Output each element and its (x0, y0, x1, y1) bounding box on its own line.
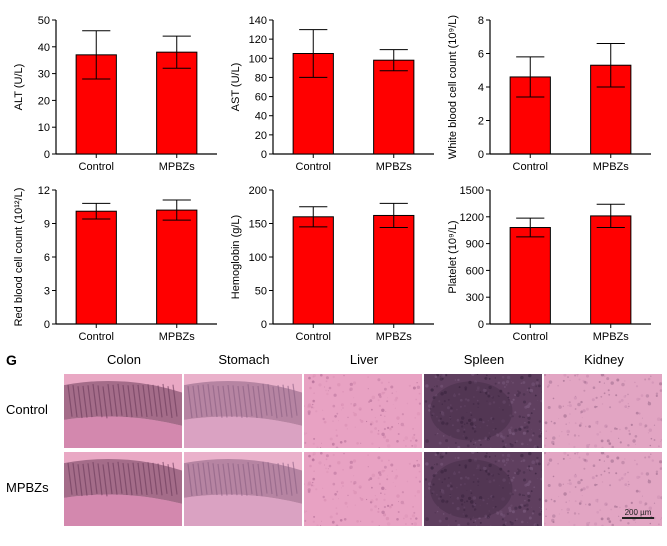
svg-text:100: 100 (249, 252, 267, 264)
histology-col-header: Kidney (544, 352, 664, 367)
svg-text:Control: Control (513, 161, 548, 173)
svg-text:Hemoglobin (g/L): Hemoglobin (g/L) (230, 215, 242, 299)
histology-col-header: Spleen (424, 352, 544, 367)
histology-image (184, 452, 302, 526)
svg-text:0: 0 (44, 319, 50, 331)
svg-text:Platelet (10⁹/L): Platelet (10⁹/L) (447, 220, 459, 293)
histology-image (544, 374, 662, 448)
svg-text:1200: 1200 (460, 212, 484, 224)
svg-text:1500: 1500 (460, 185, 484, 197)
svg-text:10: 10 (38, 122, 50, 134)
histology-row-label: MPBZs (6, 480, 60, 495)
histology-col-header: Liver (304, 352, 424, 367)
svg-text:Control: Control (296, 331, 331, 343)
svg-text:600: 600 (466, 265, 484, 277)
svg-text:ALT (U/L): ALT (U/L) (13, 64, 25, 111)
svg-text:MPBZs: MPBZs (593, 331, 630, 343)
chart-panel-c: C02468White blood cell count (10⁹/L)Cont… (442, 6, 659, 176)
svg-text:Control: Control (513, 331, 548, 343)
svg-text:MPBZs: MPBZs (376, 331, 413, 343)
svg-text:50: 50 (38, 15, 50, 27)
svg-text:12: 12 (38, 185, 50, 197)
svg-text:0: 0 (478, 319, 484, 331)
svg-text:MPBZs: MPBZs (159, 331, 196, 343)
svg-text:8: 8 (478, 15, 484, 27)
svg-text:White blood cell count (10⁹/L): White blood cell count (10⁹/L) (447, 15, 459, 159)
svg-text:120: 120 (249, 34, 267, 46)
histology-row: 200 µm (64, 452, 662, 526)
histology-image (64, 374, 182, 448)
svg-text:150: 150 (249, 219, 267, 231)
svg-text:20: 20 (255, 130, 267, 142)
svg-text:0: 0 (478, 149, 484, 161)
bar-charts-grid: A01020304050ALT (U/L)ControlMPBZsB020406… (8, 6, 659, 346)
svg-text:MPBZs: MPBZs (593, 161, 630, 173)
histology-col-headers: ColonStomachLiverSpleenKidney (64, 352, 664, 367)
svg-text:0: 0 (261, 149, 267, 161)
chart-row: D036912Red blood cell count (10¹²/L)Cont… (8, 176, 659, 346)
panel-g-label: G (6, 352, 17, 368)
svg-text:MPBZs: MPBZs (159, 161, 196, 173)
svg-text:20: 20 (38, 95, 50, 107)
chart-row: A01020304050ALT (U/L)ControlMPBZsB020406… (8, 6, 659, 176)
svg-text:200: 200 (249, 185, 267, 197)
svg-text:AST (U/L): AST (U/L) (230, 63, 242, 112)
histology-row (64, 374, 662, 448)
svg-text:50: 50 (255, 286, 267, 298)
svg-text:Control: Control (296, 161, 331, 173)
svg-text:0: 0 (261, 319, 267, 331)
svg-text:3: 3 (44, 286, 50, 298)
histology-image (424, 452, 542, 526)
svg-text:MPBZs: MPBZs (376, 161, 413, 173)
svg-text:900: 900 (466, 239, 484, 251)
svg-text:40: 40 (255, 111, 267, 123)
chart-panel-b: B020406080100120140AST (U/L)ControlMPBZs (225, 6, 442, 176)
svg-text:60: 60 (255, 92, 267, 104)
svg-text:100: 100 (249, 53, 267, 65)
svg-text:Control: Control (79, 331, 114, 343)
histology-image (304, 374, 422, 448)
chart-panel-f: F030060090012001500Platelet (10⁹/L)Contr… (442, 176, 659, 346)
svg-text:40: 40 (38, 42, 50, 54)
svg-text:80: 80 (255, 72, 267, 84)
svg-text:140: 140 (249, 15, 267, 27)
svg-text:6: 6 (478, 49, 484, 61)
histology-col-header: Colon (64, 352, 184, 367)
svg-text:30: 30 (38, 69, 50, 81)
histology-image (304, 452, 422, 526)
histology-image (64, 452, 182, 526)
svg-text:0: 0 (44, 149, 50, 161)
figure-root: A01020304050ALT (U/L)ControlMPBZsB020406… (0, 0, 667, 546)
histology-row-label: Control (6, 402, 60, 417)
svg-text:300: 300 (466, 292, 484, 304)
svg-text:9: 9 (44, 219, 50, 231)
svg-text:4: 4 (478, 82, 484, 94)
svg-text:2: 2 (478, 116, 484, 128)
svg-text:Red blood cell count (10¹²/L): Red blood cell count (10¹²/L) (13, 188, 25, 327)
histology-panel: G ColonStomachLiverSpleenKidney Control MP… (0, 352, 667, 542)
histology-image: 200 µm (544, 452, 662, 526)
svg-text:Control: Control (79, 161, 114, 173)
histology-image (424, 374, 542, 448)
histology-col-header: Stomach (184, 352, 304, 367)
svg-text:200 µm: 200 µm (625, 508, 652, 517)
chart-panel-d: D036912Red blood cell count (10¹²/L)Cont… (8, 176, 225, 346)
svg-text:6: 6 (44, 252, 50, 264)
histology-image (184, 374, 302, 448)
chart-panel-e: E050100150200Hemoglobin (g/L)ControlMPBZ… (225, 176, 442, 346)
chart-panel-a: A01020304050ALT (U/L)ControlMPBZs (8, 6, 225, 176)
